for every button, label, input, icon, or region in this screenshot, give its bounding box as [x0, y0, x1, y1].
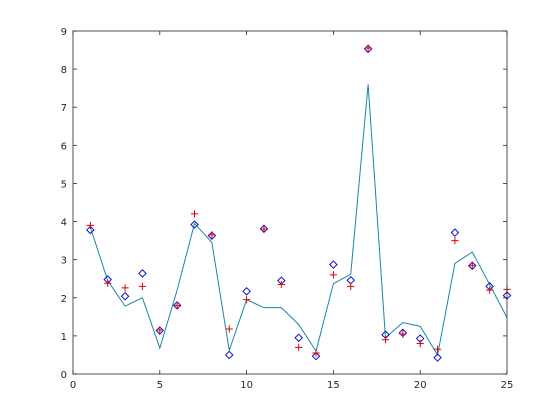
y-tick-label: 5 [61, 179, 67, 190]
data-point-diamond [433, 353, 442, 362]
data-point-diamond [224, 350, 234, 360]
data-point-diamond [294, 333, 303, 343]
data-point-plus [104, 279, 112, 287]
y-tick-label: 2 [61, 294, 67, 305]
y-tick-label: 1 [61, 332, 67, 343]
x-tick-label: 20 [414, 380, 427, 391]
data-point-plus [121, 284, 129, 292]
axes-box [72, 30, 508, 375]
y-tick-label: 7 [61, 103, 67, 114]
data-point-plus [277, 280, 285, 289]
series-line [89, 84, 508, 357]
data-point-diamond [311, 351, 321, 361]
y-tick-label: 0 [61, 370, 67, 381]
data-point-diamond [190, 220, 199, 229]
data-point-diamond [155, 326, 165, 335]
data-point-diamond [138, 269, 147, 278]
y-tick-label: 9 [61, 27, 67, 38]
data-point-plus [399, 330, 407, 338]
data-point-plus [295, 343, 303, 351]
data-point-plus [173, 301, 181, 309]
data-point-plus [329, 271, 337, 279]
data-point-plus [208, 231, 216, 239]
data-point-plus [312, 349, 320, 357]
y-tick-label: 8 [61, 65, 67, 76]
data-point-plus [190, 210, 199, 218]
data-point-diamond [86, 225, 95, 235]
y-tick-label: 6 [61, 141, 67, 152]
x-tick-label: 0 [70, 380, 76, 391]
axes: 0 5 10 15 20 25 0 1 2 3 4 5 6 7 8 9 [61, 27, 514, 391]
y-tick-label: 3 [61, 256, 67, 267]
x-tick-label: 5 [157, 380, 163, 391]
data-point-diamond [242, 286, 251, 296]
data-point-plus [138, 282, 147, 290]
data-point-plus [451, 237, 459, 245]
series-diamond [86, 44, 512, 362]
x-tick-label: 15 [327, 380, 340, 391]
data-point-plus [416, 339, 424, 348]
data-point-diamond [329, 260, 338, 269]
data-point-diamond [120, 291, 130, 301]
data-point-plus [156, 326, 164, 334]
data-point-plus [381, 336, 390, 344]
y-tick-label: 4 [61, 218, 67, 229]
x-tick-label: 10 [240, 380, 253, 391]
data-point-plus [486, 286, 494, 294]
plot-area [86, 44, 512, 362]
data-point-plus [260, 225, 268, 233]
data-point-plus [468, 261, 476, 269]
series-plus [86, 44, 511, 357]
series-line [89, 84, 508, 357]
data-point-plus [225, 325, 233, 333]
data-point-diamond [467, 261, 477, 271]
data-point-plus [347, 282, 355, 290]
x-tick-label: 25 [501, 380, 514, 391]
data-point-diamond [450, 228, 460, 237]
data-point-plus [86, 221, 94, 229]
data-point-plus [433, 345, 442, 353]
data-point-plus [364, 44, 372, 52]
data-point-plus [243, 296, 251, 304]
